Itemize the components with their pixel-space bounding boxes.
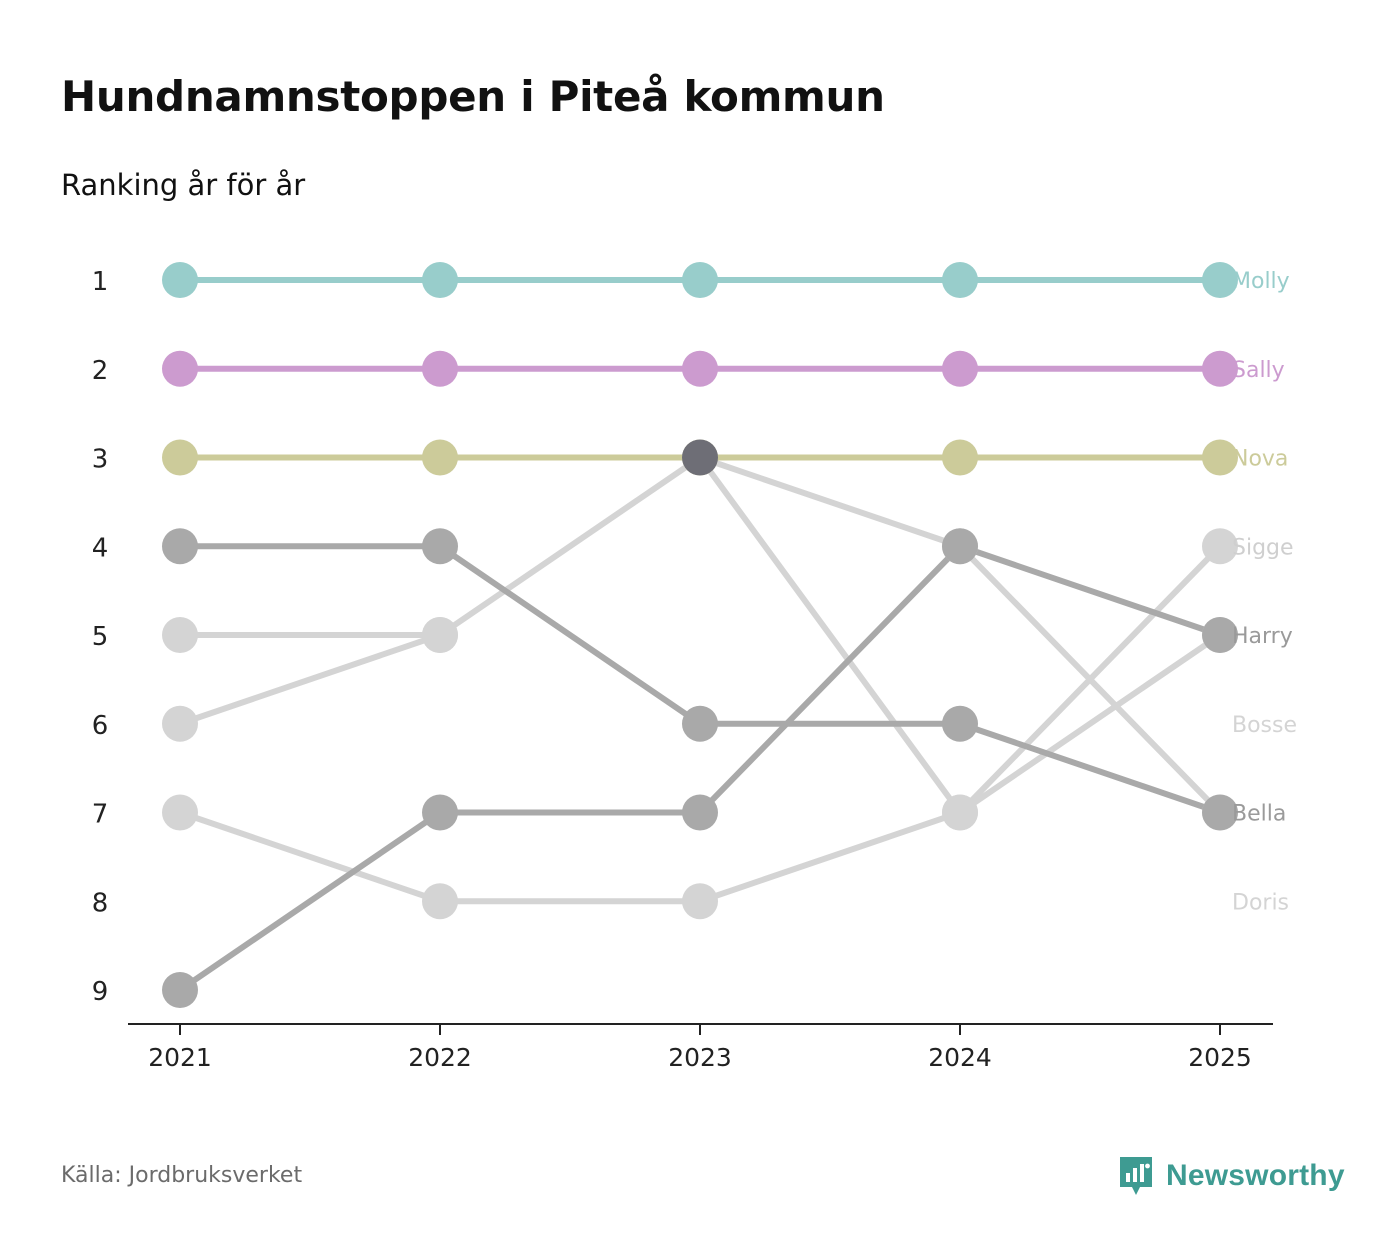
series-point-harry (942, 528, 978, 565)
y-tick-label: 2 (92, 356, 109, 386)
series-point-sigge (1202, 528, 1238, 565)
series-point-sally (682, 350, 718, 387)
series-point-harry (682, 794, 718, 831)
series-point-molly (1202, 262, 1238, 298)
series-point-bella (682, 705, 718, 742)
series-point-nova (942, 439, 978, 476)
series-point-sigge (162, 705, 198, 742)
series-point-bella (1202, 794, 1238, 831)
y-tick-label: 1 (92, 267, 109, 297)
x-tick-label: 2023 (668, 1043, 732, 1072)
y-tick-label: 7 (92, 800, 109, 830)
series-point-molly (682, 262, 718, 298)
series-point-doris (162, 794, 198, 831)
series-line-sigge (697, 454, 963, 816)
end-label-nova: Nova (1232, 447, 1288, 472)
y-tick-label: 5 (92, 622, 109, 652)
y-tick-label: 4 (92, 533, 109, 563)
x-tick-label: 2022 (408, 1043, 472, 1072)
series-point-doris (942, 794, 978, 831)
series-line-harry (177, 809, 443, 993)
end-label-molly: Molly (1232, 269, 1290, 294)
source-note: Källa: Jordbruksverket (61, 1163, 303, 1188)
series-point-bella (162, 528, 198, 565)
series-point-sally (162, 350, 198, 387)
series-line-doris (957, 632, 1223, 816)
series-point-nova (1202, 439, 1238, 476)
brand-logo[interactable]: Newsworthy (1118, 1155, 1345, 1197)
y-tick-label: 9 (92, 977, 109, 1007)
x-tick-label: 2021 (148, 1043, 212, 1072)
series-point-molly (942, 262, 978, 298)
end-label-harry: Harry (1232, 624, 1293, 649)
series-point-harry (422, 794, 458, 831)
series-point-bella (422, 528, 458, 565)
y-tick-label: 6 (92, 711, 109, 741)
end-label-bosse: Bosse (1232, 713, 1297, 738)
series-point-sally (942, 350, 978, 387)
series-point-doris (422, 883, 458, 920)
series-point-doris (682, 883, 718, 920)
highlight-point (682, 439, 718, 476)
y-tick-label: 8 (92, 888, 109, 918)
series-point-molly (422, 262, 458, 298)
series-line-bella (437, 543, 703, 727)
x-tick-label: 2024 (928, 1043, 992, 1072)
chart-title: Hundnamnstoppen i Piteå kommun (61, 72, 885, 121)
series-point-sally (1202, 350, 1238, 387)
series-point-harry (162, 972, 198, 1008)
end-label-sally: Sally (1232, 358, 1285, 383)
series-line-doris (177, 809, 443, 905)
series-line-harry (697, 543, 963, 816)
x-tick-label: 2025 (1188, 1043, 1252, 1072)
series-line-unlabeled (957, 543, 1223, 816)
series-point-molly (162, 262, 198, 298)
series-point-nova (162, 439, 198, 476)
brand-name: Newsworthy (1166, 1159, 1345, 1192)
series-line-sigge (177, 632, 443, 727)
chart-subtitle: Ranking år för år (61, 168, 306, 202)
series-point-harry (1202, 617, 1238, 653)
end-label-doris: Doris (1232, 890, 1289, 915)
series-point-sally (422, 350, 458, 387)
series-line-bella (957, 720, 1223, 816)
end-label-bella: Bella (1232, 802, 1286, 827)
series-point-bella (942, 705, 978, 742)
newsworthy-logo-icon (1120, 1157, 1152, 1195)
series-point-nova (422, 439, 458, 476)
series-point-bosse (162, 617, 198, 653)
series-line-sigge (437, 454, 703, 638)
series-point-bosse (422, 617, 458, 653)
series-line-harry (957, 543, 1223, 638)
series-line-doris (697, 809, 963, 905)
end-label-sigge: Sigge (1232, 535, 1294, 560)
y-tick-label: 3 (92, 445, 109, 475)
series-line-unlabeled (697, 454, 963, 550)
